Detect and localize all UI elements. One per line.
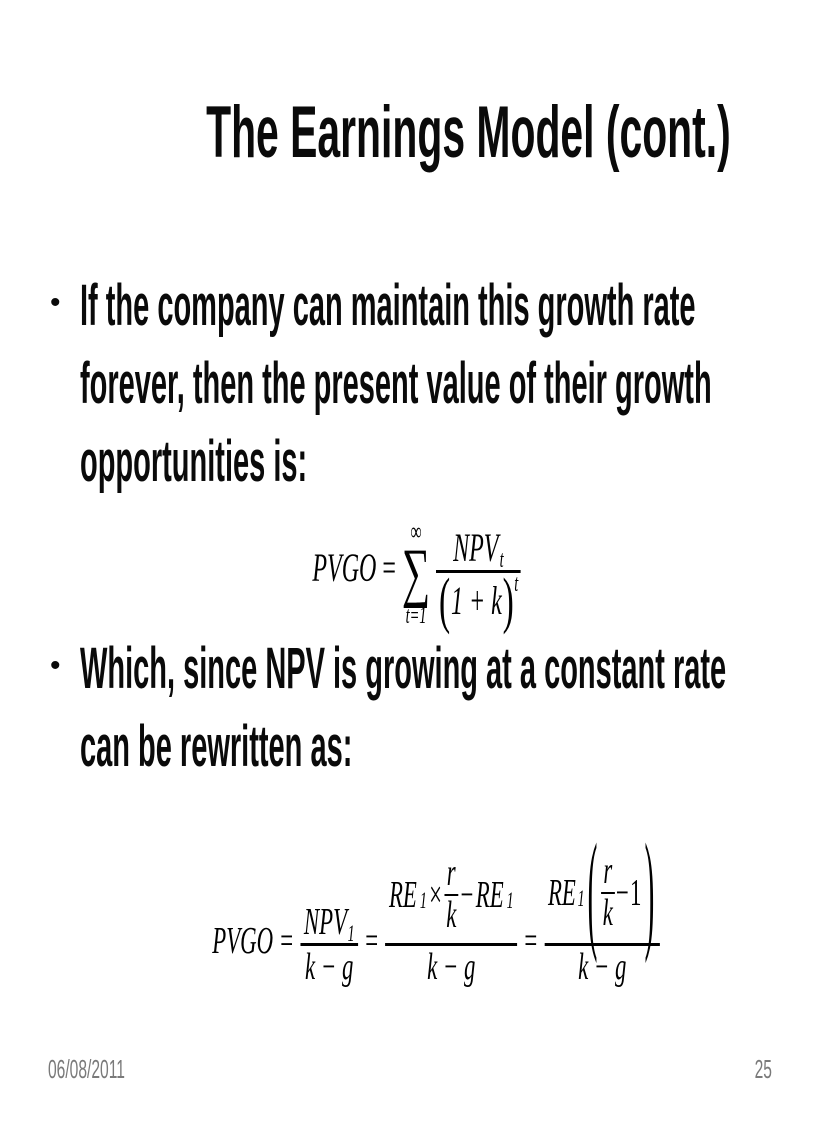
fraction-bar bbox=[435, 570, 521, 573]
re-subscript: 1 bbox=[577, 886, 585, 911]
bullet-marker: • bbox=[50, 286, 61, 319]
bullet-line-text: forever, then the present value of their… bbox=[80, 351, 712, 416]
numerator-subscript: t bbox=[499, 547, 504, 573]
bullet-text-block: Which, since NPV is growing at a constan… bbox=[80, 630, 816, 786]
re-symbol: RE bbox=[388, 874, 417, 916]
bullet-item-rewritten: • Which, since NPV is growing at a const… bbox=[50, 630, 816, 786]
bullet-marker: • bbox=[50, 649, 61, 682]
fraction-bar bbox=[544, 943, 660, 946]
bullet-line-text: can be rewritten as: bbox=[80, 714, 353, 779]
fraction-denominator: k − g bbox=[301, 946, 357, 988]
re-symbol: RE bbox=[547, 872, 576, 914]
inner-fraction: r k bbox=[444, 852, 458, 936]
inner-fraction: r k bbox=[600, 850, 615, 934]
formula-lhs: PVGO bbox=[311, 545, 376, 590]
bullet-line-text: opportunities is: bbox=[80, 429, 308, 494]
inner-denominator: k bbox=[602, 892, 613, 934]
fraction: NPV t ( 1 + k ) t bbox=[435, 524, 521, 635]
formula-pvgo-sum-body: PVGO = ∞ ∑ t=1 NPV t ( 1 + k ) t bbox=[311, 516, 521, 635]
numerator-symbol: NPV bbox=[452, 525, 498, 570]
denominator-symbol: k − g bbox=[426, 946, 476, 988]
numerator-subscript: 1 bbox=[347, 921, 355, 946]
page-title: The Earnings Model (cont.) bbox=[0, 93, 816, 173]
fraction-numerator: NPV t bbox=[448, 524, 508, 574]
denominator-symbol: k − g bbox=[577, 946, 627, 988]
inner-denominator: k bbox=[445, 894, 457, 936]
fraction-term-3: RE 1 ( r k − 1 ) k − g bbox=[544, 818, 660, 988]
fraction-denominator: k − g bbox=[574, 946, 630, 988]
bullet-text-block: If the company can maintain this growth … bbox=[80, 267, 816, 501]
fraction-numerator: NPV 1 bbox=[300, 899, 358, 946]
footer-date-text: 06/08/2011 bbox=[48, 1054, 125, 1084]
inner-numerator: r bbox=[446, 852, 456, 895]
bullet-line: opportunities is: bbox=[80, 423, 816, 501]
minus-sign: − bbox=[615, 872, 629, 914]
re-subscript: 1 bbox=[506, 888, 514, 913]
times-sign: × bbox=[428, 874, 442, 916]
equals-sign: = bbox=[365, 920, 378, 962]
inner-fraction-bar bbox=[600, 892, 615, 894]
footer-page-number-text: 25 bbox=[754, 1054, 772, 1084]
sigma-icon: ∑ bbox=[401, 535, 430, 609]
bullet-line: forever, then the present value of their… bbox=[80, 345, 816, 423]
number-one: 1 bbox=[629, 872, 642, 914]
footer-page-number: 25 bbox=[743, 1055, 772, 1083]
minus-sign: − bbox=[460, 874, 474, 916]
denominator-symbol: k − g bbox=[304, 946, 354, 988]
sum-lower-limit: t=1 bbox=[405, 603, 427, 629]
bullet-line: Which, since NPV is growing at a constan… bbox=[80, 630, 816, 708]
fraction-numerator: RE 1 ( r k − 1 ) bbox=[547, 818, 655, 966]
inner-fraction-bar bbox=[444, 894, 458, 896]
denominator-symbol: 1 + k bbox=[450, 577, 502, 623]
summation-symbol: ∞ ∑ t=1 bbox=[401, 516, 430, 629]
sum-upper-limit: ∞ bbox=[409, 516, 422, 546]
equals-sign: = bbox=[381, 545, 396, 590]
page-title-text: The Earnings Model (cont.) bbox=[206, 92, 731, 173]
fraction-denominator: ( 1 + k ) t bbox=[438, 566, 518, 635]
formula-pvgo-rewritten-body: PVGO = NPV 1 k − g = RE 1 × r bbox=[212, 818, 660, 988]
denominator-exponent: t bbox=[513, 571, 518, 597]
equals-sign: = bbox=[280, 920, 293, 962]
inner-numerator: r bbox=[603, 850, 613, 893]
fraction-term-1: NPV 1 k − g bbox=[300, 899, 358, 988]
bullet-item-growth-rate: • If the company can maintain this growt… bbox=[50, 267, 816, 501]
re-subscript: 1 bbox=[419, 888, 427, 913]
formula-pvgo-sum: PVGO = ∞ ∑ t=1 NPV t ( 1 + k ) t bbox=[0, 508, 816, 635]
numerator-symbol: NPV bbox=[303, 901, 347, 943]
formula-pvgo-rewritten: PVGO = NPV 1 k − g = RE 1 × r bbox=[0, 818, 816, 988]
formula-lhs: PVGO bbox=[212, 920, 273, 962]
bullet-line: can be rewritten as: bbox=[80, 708, 816, 786]
fraction-denominator: k − g bbox=[423, 946, 479, 988]
fraction-bar bbox=[300, 943, 358, 946]
re-symbol: RE bbox=[475, 874, 504, 916]
footer-date: 06/08/2011 bbox=[48, 1055, 176, 1083]
equals-sign: = bbox=[524, 920, 537, 962]
bullet-line-text: Which, since NPV is growing at a constan… bbox=[80, 636, 727, 701]
bullet-line-text: If the company can maintain this growth … bbox=[80, 273, 696, 338]
fraction-term-2: RE 1 × r k − RE 1 k − g bbox=[385, 847, 517, 988]
bullet-line: If the company can maintain this growth … bbox=[80, 267, 816, 345]
fraction-bar bbox=[385, 943, 517, 946]
fraction-numerator: RE 1 × r k − RE 1 bbox=[385, 847, 517, 943]
